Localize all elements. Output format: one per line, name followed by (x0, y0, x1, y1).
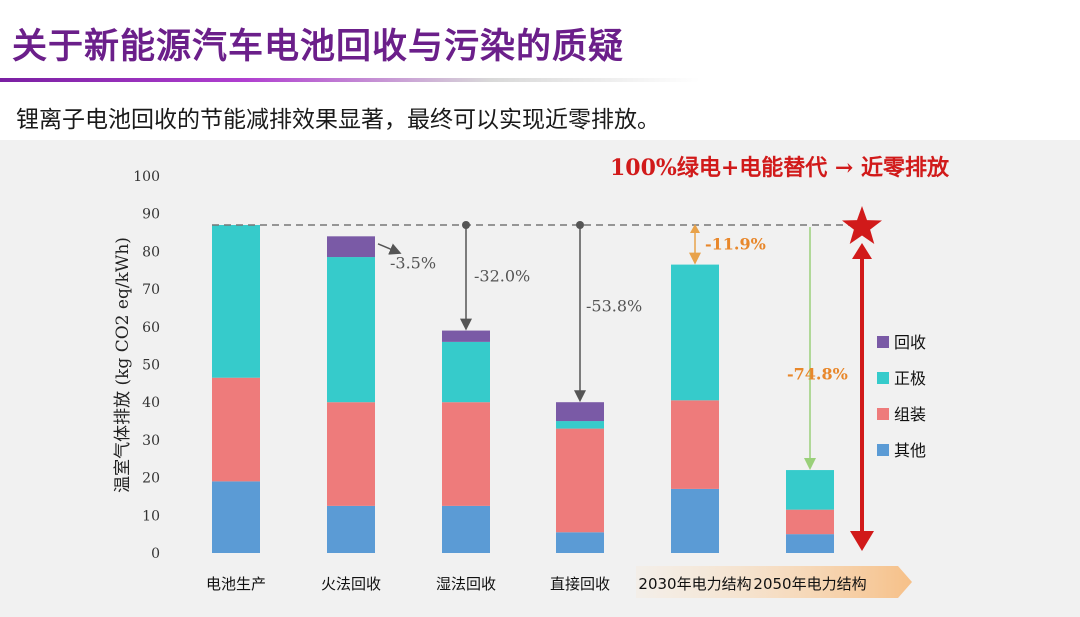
legend-swatch (877, 336, 889, 348)
bar-segment-回收 (442, 330, 490, 342)
y-tick-label: 10 (142, 508, 160, 524)
y-tick-label: 70 (142, 282, 160, 298)
bar-segment-其他 (442, 505, 490, 553)
y-tick-label: 40 (142, 395, 160, 411)
bar-segment-组装 (327, 402, 375, 506)
bar-segment-正极 (442, 341, 490, 403)
annotation-label: -11.9% (705, 235, 766, 254)
annotation-label: -74.8% (787, 365, 848, 384)
annotation-arrow-head (690, 224, 700, 234)
x-tick-label: 直接回收 (550, 575, 610, 593)
bar-segment-组装 (442, 402, 490, 506)
bar-segment-组装 (786, 509, 834, 535)
bar-segment-组装 (671, 400, 719, 489)
bar-segment-正极 (671, 264, 719, 401)
bar-segment-其他 (556, 532, 604, 553)
bar-segment-其他 (212, 481, 260, 553)
annotation-label: -53.8% (586, 297, 642, 316)
bar-segment-正极 (786, 470, 834, 510)
bar-segment-其他 (327, 505, 375, 553)
legend-label: 其他 (894, 441, 926, 460)
y-tick-label: 20 (142, 471, 160, 487)
bar-segment-其他 (786, 534, 834, 553)
annotation-arrow (377, 243, 402, 255)
y-tick-label: 0 (151, 546, 160, 562)
bar-segment-组装 (212, 377, 260, 482)
bar-segment-正极 (212, 225, 260, 378)
x-tick-label: 2030年电力结构 (638, 575, 751, 593)
legend-label: 回收 (894, 333, 926, 352)
y-tick-label: 50 (142, 358, 160, 374)
x-tick-label: 火法回收 (321, 575, 381, 593)
bar-segment-正极 (327, 257, 375, 403)
chart-headline: 100%绿电+电能替代 → 近零排放 (610, 155, 950, 181)
annotation-label: -32.0% (474, 267, 530, 286)
slide-subtitle: 锂离子电池回收的节能减排效果显著，最终可以实现近零排放。 (16, 107, 660, 133)
legend-swatch (877, 444, 889, 456)
y-axis-label: 温室气体排放 (kg CO2 eq/kWh) (113, 237, 133, 493)
legend-label: 正极 (894, 369, 926, 388)
legend-label: 组装 (894, 405, 926, 424)
legend-swatch (877, 372, 889, 384)
title-underline (0, 78, 700, 82)
y-tick-label: 90 (142, 207, 160, 223)
legend-swatch (877, 408, 889, 420)
annotation-label: -3.5% (390, 253, 436, 272)
target-star-icon (842, 206, 882, 244)
y-tick-label: 30 (142, 433, 160, 449)
near-zero-arrow-head-down (850, 531, 874, 551)
x-tick-label: 2050年电力结构 (753, 575, 866, 593)
future-scenario-band (636, 566, 912, 598)
x-tick-label: 湿法回收 (436, 575, 496, 593)
x-tick-label: 电池生产 (206, 575, 266, 593)
y-tick-label: 80 (142, 244, 160, 260)
chart-panel (0, 140, 1080, 617)
slide-title: 关于新能源汽车电池回收与污染的质疑 (12, 27, 625, 67)
near-zero-arrow-head-up (852, 243, 872, 260)
bar-segment-正极 (556, 421, 604, 429)
bar-segment-组装 (556, 428, 604, 533)
bar-segment-其他 (671, 488, 719, 553)
y-tick-label: 60 (142, 320, 160, 336)
bar-segment-回收 (556, 402, 604, 422)
bar-segment-回收 (327, 236, 375, 258)
y-tick-label: 100 (133, 169, 160, 185)
